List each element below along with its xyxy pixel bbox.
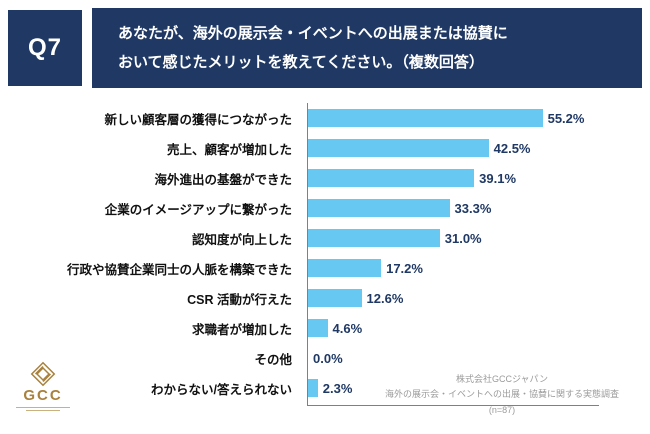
question-title: あなたが、海外の展示会・イベントへの出展または協賛に おいて感じたメリットを教え…: [92, 8, 642, 88]
gcc-logo-text: GCC: [23, 387, 63, 404]
value-label: 0.0%: [313, 350, 343, 366]
bar-row: 55.2%: [308, 103, 643, 133]
category-label: わからない/答えられない: [151, 382, 292, 397]
category-label: 認知度が向上した: [191, 232, 292, 247]
category-label: その他: [254, 352, 292, 367]
gcc-logo-mark-icon: [30, 361, 56, 387]
bar: [308, 109, 543, 127]
bar: [308, 319, 328, 337]
category-label: 行政や協賛企業同士の人脈を構築できた: [66, 262, 292, 277]
value-label: 39.1%: [479, 170, 517, 186]
logo-caption-line: [26, 409, 60, 411]
value-label: 17.2%: [386, 260, 423, 276]
y-axis-line: [307, 103, 308, 405]
bar-row: 4.6%: [308, 313, 643, 343]
value-label: 4.6%: [332, 320, 363, 336]
bar-row: 0.0%: [308, 343, 643, 373]
category-label: 求職者が増加した: [191, 322, 292, 337]
value-label: 2.3%: [322, 380, 353, 396]
bar: [308, 379, 318, 397]
gcc-logo: GCC: [10, 360, 76, 411]
value-label: 42.5%: [493, 140, 531, 156]
category-label: CSR 活動が行えた: [187, 292, 292, 307]
bars-column: 55.2% 42.5% 39.1% 33.3% 31.0% 17.2% 12.6% 4.6% 0…: [308, 103, 643, 403]
logo-caption-line: [16, 406, 70, 408]
source-line-n: (n=87): [488, 404, 516, 415]
value-label: 33.3%: [454, 200, 492, 216]
category-label: 売上、顧客が増加した: [166, 142, 292, 157]
source-line-company: 株式会社GCCジャパン: [456, 374, 548, 384]
bar-row: 2.3%: [308, 373, 643, 403]
question-number: Q7: [8, 10, 82, 86]
bar-row: 31.0%: [308, 223, 643, 253]
category-label: 海外進出の基盤ができた: [154, 172, 292, 187]
x-axis-line: [307, 405, 599, 406]
bar-row: 33.3%: [308, 193, 643, 223]
value-label: 12.6%: [366, 290, 404, 306]
bar-row: 39.1%: [308, 163, 643, 193]
bar: [308, 199, 450, 217]
bar-row: 12.6%: [308, 283, 643, 313]
bar-row: 42.5%: [308, 133, 643, 163]
category-label: 新しい顧客層の獲得につながった: [104, 112, 292, 127]
bar: [308, 289, 362, 307]
category-label: 企業のイメージアップに繋がった: [104, 202, 292, 217]
category-labels-column: 新しい顧客層の獲得につながった売上、顧客が増加した海外進出の基盤ができた企業のイ…: [0, 103, 300, 403]
value-label: 31.0%: [444, 230, 482, 246]
question-title-line1: あなたが、海外の展示会・イベントへの出展または協賛に: [118, 24, 508, 42]
bar-row: 17.2%: [308, 253, 643, 283]
bar: [308, 229, 440, 247]
bar: [308, 169, 475, 187]
bar: [308, 259, 382, 277]
source-line-survey: 海外の展示会・イベントへの出展・協賛に関する実態調査: [384, 389, 619, 400]
source-note: 株式会社GCCジャパン 海外の展示会・イベントへの出展・協賛に関する実態調査 (…: [366, 372, 638, 418]
question-title-line2: おいて感じたメリットを教えてください。（複数回答）: [118, 54, 484, 71]
value-label: 55.2%: [547, 110, 585, 126]
bar: [308, 139, 489, 157]
